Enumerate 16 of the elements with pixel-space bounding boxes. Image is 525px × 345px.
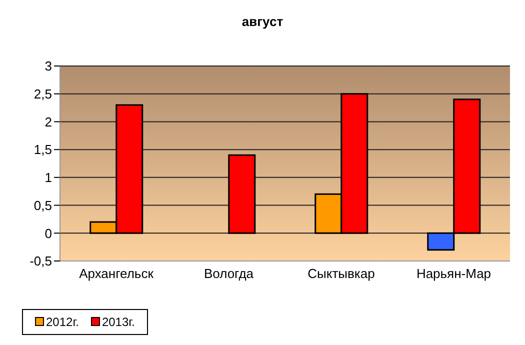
x-tick-label: Нарьян-Мар <box>416 266 492 282</box>
y-tick-label: 0 <box>44 226 52 241</box>
x-tick-label: Архангельск <box>79 266 154 282</box>
y-tick-label: 1,5 <box>34 142 52 158</box>
x-tick-label: Вологда <box>204 266 254 282</box>
y-tick-label: 2,5 <box>34 86 52 102</box>
legend-label: 2012г. <box>45 315 79 329</box>
y-tick-label: 3 <box>44 58 52 74</box>
y-tick-label: 1 <box>44 170 52 186</box>
y-tick-label: 2 <box>44 114 52 130</box>
legend-label: 2013г. <box>100 315 135 329</box>
y-tick-label: 0,5 <box>34 198 52 213</box>
x-tick-label: Сыктывкар <box>308 266 375 282</box>
y-tick-label: -0,5 <box>30 254 52 269</box>
bar <box>228 154 256 234</box>
chart-title: август <box>240 14 284 29</box>
